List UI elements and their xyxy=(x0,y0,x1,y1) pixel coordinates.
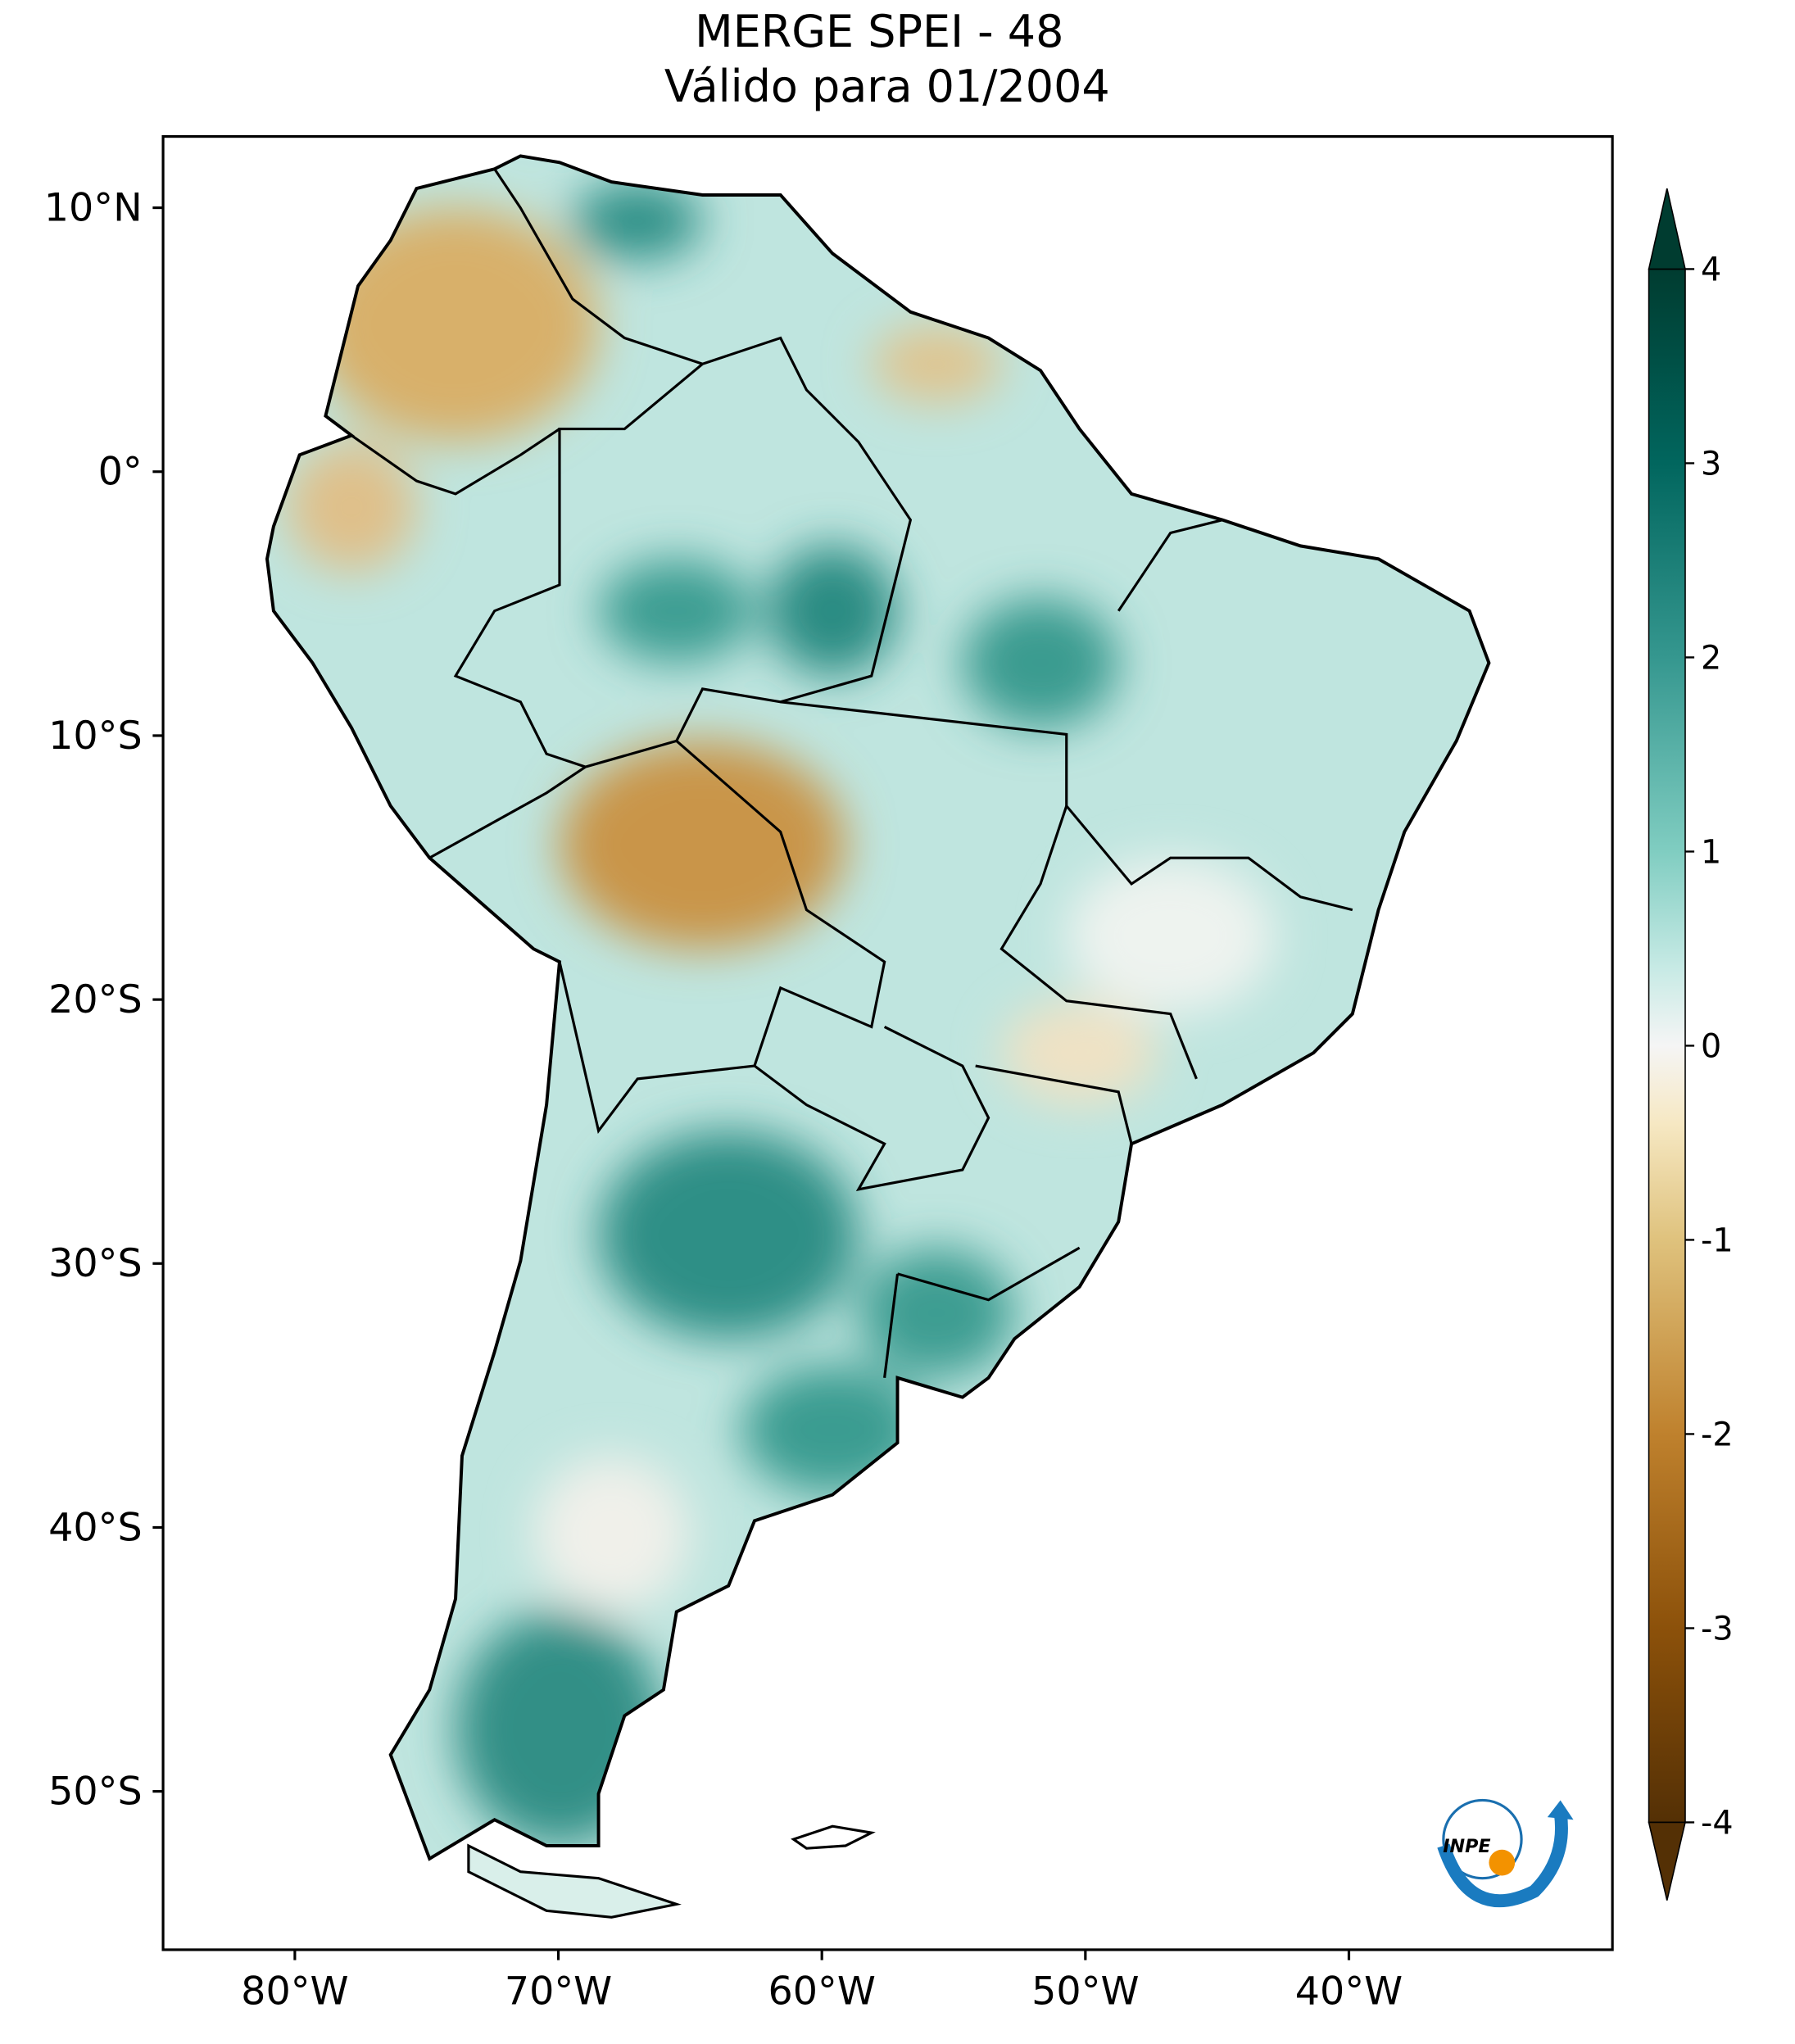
colorbar-tick-label: 3 xyxy=(1701,446,1721,483)
logo: INPE xyxy=(1437,1798,1574,1908)
y-tick-label: 10°N xyxy=(44,185,143,230)
x-tick-label: 80°W xyxy=(241,1969,348,2015)
logo-text: INPE xyxy=(1443,1836,1490,1857)
colorbar-tick-label: 2 xyxy=(1701,640,1721,678)
x-tick-label: 40°W xyxy=(1295,1969,1403,2015)
colorbar-tick-label: -4 xyxy=(1701,1805,1734,1842)
y-tick-label: 50°S xyxy=(48,1769,143,1814)
colorbar xyxy=(1648,268,1686,1824)
borders xyxy=(351,168,1353,1379)
x-tick-label: 60°W xyxy=(768,1969,875,2015)
colorbar-tick-label: 4 xyxy=(1701,252,1721,289)
colorbar-tick-label: 0 xyxy=(1701,1028,1721,1066)
spei-field xyxy=(266,156,1489,1859)
colorbar-tick-label: -2 xyxy=(1701,1416,1734,1454)
y-tick-label: 0° xyxy=(98,450,143,495)
frame xyxy=(161,135,1614,1951)
y-tick-label: 30°S xyxy=(48,1241,143,1286)
colorbar-tick-label: 1 xyxy=(1701,834,1721,872)
subtitle: Válido para 01/2004 xyxy=(664,61,1110,112)
title: MERGE SPEI - 48 xyxy=(695,6,1063,57)
y-tick-label: 10°S xyxy=(48,714,143,759)
y-tick-label: 20°S xyxy=(48,977,143,1022)
x-tick-label: 50°W xyxy=(1031,1969,1139,2015)
y-tick-label: 40°S xyxy=(48,1505,143,1550)
colorbar-tick-label: -3 xyxy=(1701,1611,1734,1648)
x-tick-label: 70°W xyxy=(505,1969,612,2015)
colorbar-tick-label: -1 xyxy=(1701,1222,1734,1260)
